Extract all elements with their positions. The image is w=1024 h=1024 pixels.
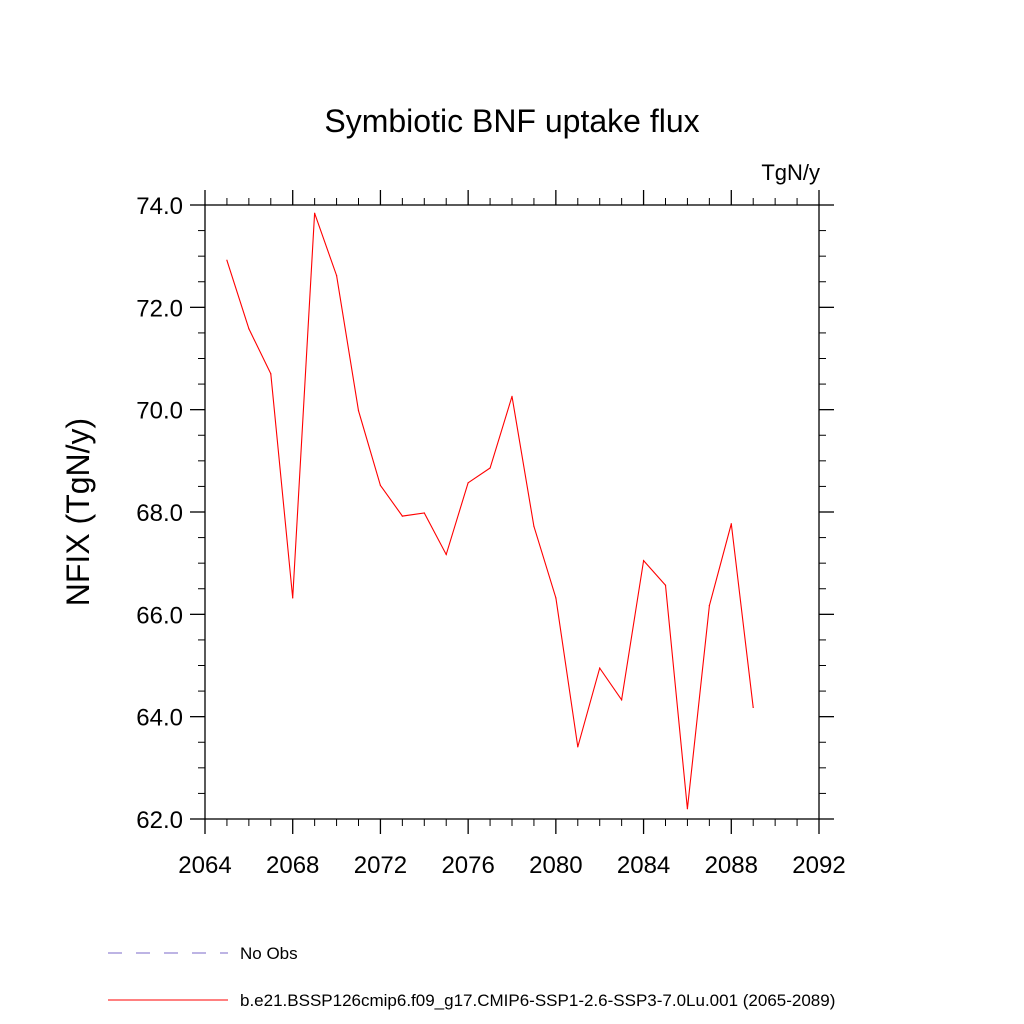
legend: No Obs b.e21.BSSP126cmip6.f09_g17.CMIP6-S… bbox=[108, 944, 835, 1010]
x-tick-label: 2088 bbox=[705, 852, 758, 879]
data-point bbox=[555, 597, 557, 599]
series-line bbox=[226, 213, 754, 809]
x-tick-label: 2092 bbox=[792, 852, 845, 879]
data-point bbox=[599, 667, 601, 669]
data-point bbox=[270, 373, 272, 375]
y-tick-label: 64.0 bbox=[136, 705, 183, 732]
data-point bbox=[445, 553, 447, 556]
x-tick-label: 2064 bbox=[178, 852, 231, 879]
data-point bbox=[292, 597, 294, 599]
y-axis-label: NFIX (TgN/y) bbox=[60, 418, 96, 606]
x-tick-label: 2072 bbox=[354, 852, 407, 879]
data-point bbox=[511, 395, 513, 397]
legend-label: b.e21.BSSP126cmip6.f09_g17.CMIP6-SSP1-2.… bbox=[240, 991, 835, 1010]
data-point bbox=[467, 482, 469, 484]
data-point bbox=[314, 212, 316, 214]
data-point bbox=[686, 808, 689, 810]
chart-title: Symbiotic BNF uptake flux bbox=[324, 103, 699, 139]
data-point bbox=[730, 523, 732, 525]
y-tick-label: 70.0 bbox=[136, 398, 183, 425]
y-tick-label: 68.0 bbox=[136, 500, 183, 527]
data-point bbox=[664, 584, 667, 586]
series-layer bbox=[226, 212, 754, 810]
x-tick-label: 2084 bbox=[617, 852, 670, 879]
data-point bbox=[401, 515, 403, 517]
units-label: TgN/y bbox=[761, 160, 820, 185]
axis-ticks bbox=[190, 190, 834, 834]
x-tick-label: 2068 bbox=[266, 852, 319, 879]
data-point bbox=[423, 512, 425, 514]
data-point bbox=[335, 275, 338, 277]
y-tick-label: 62.0 bbox=[136, 807, 183, 834]
y-tick-label: 74.0 bbox=[136, 193, 183, 220]
x-tick-label: 2076 bbox=[441, 852, 494, 879]
data-point bbox=[752, 706, 754, 709]
data-point bbox=[642, 560, 645, 562]
data-point bbox=[357, 410, 360, 412]
data-point bbox=[489, 467, 491, 469]
data-point bbox=[577, 746, 579, 748]
data-point bbox=[533, 525, 535, 527]
data-point bbox=[379, 484, 382, 486]
data-point bbox=[226, 259, 228, 261]
y-tick-label: 66.0 bbox=[136, 602, 183, 629]
data-point bbox=[248, 328, 250, 330]
y-tick-label: 72.0 bbox=[136, 295, 183, 322]
data-point bbox=[621, 699, 623, 701]
legend-label: No Obs bbox=[240, 944, 298, 963]
x-tick-label: 2080 bbox=[529, 852, 582, 879]
axis-tick-labels: 2064 2068 2072 2076 2080 2084 2088 2092 62.0 64.0… bbox=[136, 193, 845, 879]
data-point bbox=[708, 605, 710, 607]
